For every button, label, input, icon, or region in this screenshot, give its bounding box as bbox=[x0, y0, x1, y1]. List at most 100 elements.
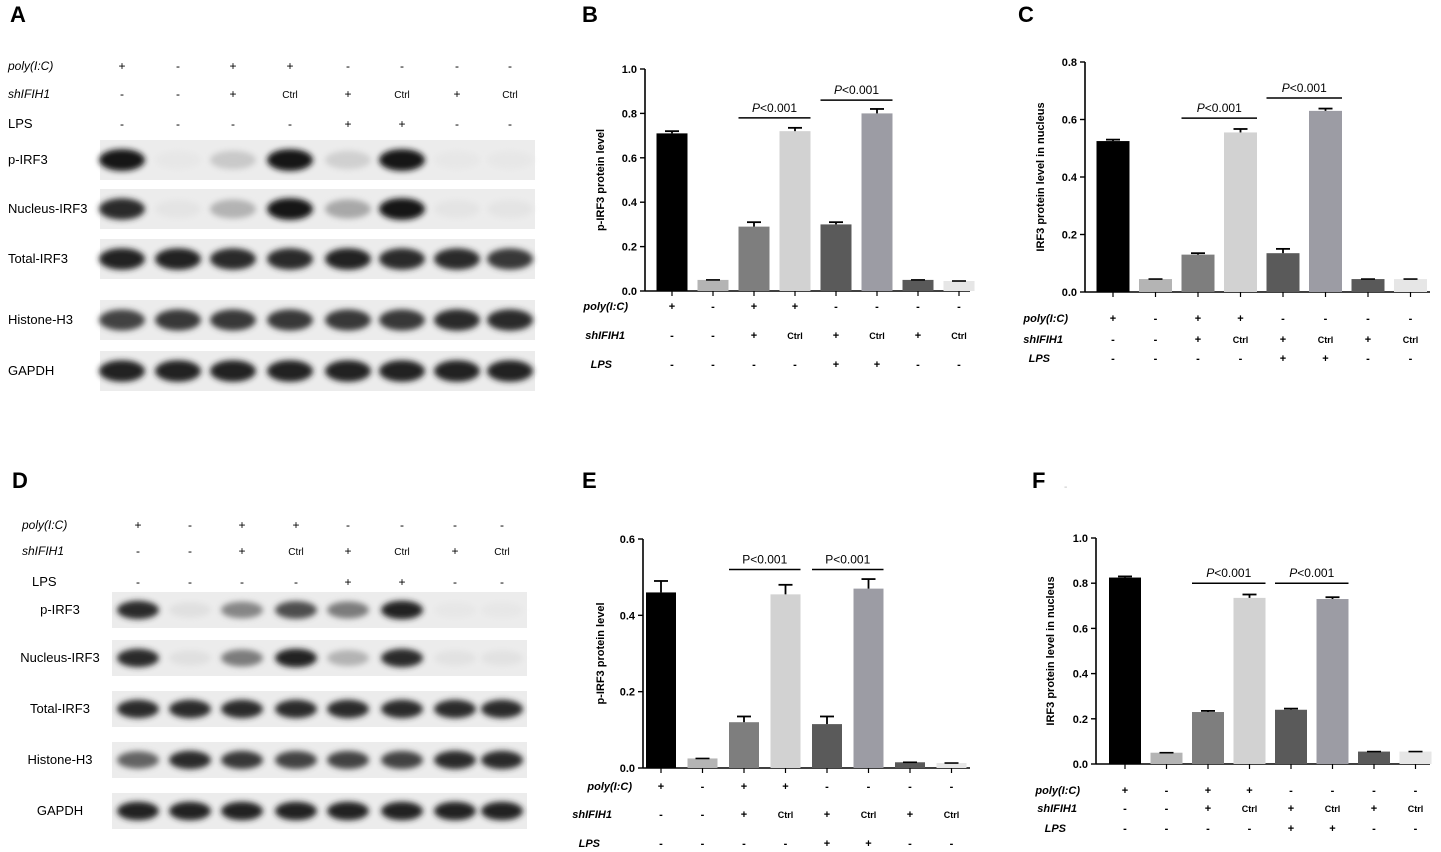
condition-sign: - bbox=[701, 809, 705, 821]
condition-sign: - bbox=[908, 838, 912, 850]
bar bbox=[770, 594, 801, 768]
blot-band bbox=[210, 309, 256, 331]
y-tick-label: 0.4 bbox=[1062, 172, 1078, 184]
blot-band bbox=[434, 248, 480, 270]
condition-sign: - bbox=[916, 301, 920, 313]
condition-sign: - bbox=[1281, 313, 1285, 325]
condition-sign: + bbox=[1110, 313, 1116, 325]
y-tick-label: 0.4 bbox=[620, 610, 636, 622]
blot-band bbox=[487, 150, 533, 170]
bar bbox=[1109, 577, 1141, 764]
condition-sign: Ctrl bbox=[944, 810, 960, 820]
blot-row-label: Histone-H3 bbox=[8, 312, 73, 327]
condition-sign: - bbox=[1196, 353, 1200, 365]
blot-band bbox=[117, 600, 159, 620]
y-tick-label: 0.0 bbox=[620, 763, 635, 775]
y-tick-label: 0.0 bbox=[1062, 287, 1077, 299]
blot-band bbox=[381, 801, 423, 821]
condition-label: LPS bbox=[591, 359, 613, 371]
bar bbox=[646, 592, 676, 768]
blot-condition-label: LPS bbox=[8, 116, 33, 131]
blot-band bbox=[434, 750, 476, 770]
condition-sign: Ctrl bbox=[869, 331, 885, 341]
blot-condition-label: shIFIH1 bbox=[8, 87, 50, 101]
condition-sign: - bbox=[1165, 785, 1169, 797]
condition-sign: + bbox=[751, 301, 757, 313]
p-value-label: P<0.001 bbox=[1289, 566, 1334, 580]
blot-band bbox=[267, 309, 313, 331]
y-tick-label: 0.6 bbox=[1062, 115, 1077, 127]
bar bbox=[820, 224, 852, 291]
bar-chart-c: 0.0 0.2 0.4 0.6 0.8 IRF3 protein level in nuc… bbox=[1022, 57, 1430, 365]
p-value-label: P<0.001 bbox=[1197, 101, 1242, 115]
condition-label: LPS bbox=[1029, 353, 1051, 365]
condition-sign: Ctrl bbox=[951, 331, 967, 341]
blot-band bbox=[327, 699, 369, 719]
blot-band bbox=[210, 360, 256, 382]
blot-condition-sign: Ctrl bbox=[494, 547, 510, 558]
condition-sign: + bbox=[907, 809, 913, 821]
blot-condition-sign: - bbox=[120, 117, 124, 131]
condition-sign: - bbox=[916, 359, 920, 371]
condition-sign: - bbox=[834, 301, 838, 313]
bar-chart-e: 0.0 0.2 0.4 0.6 p-IRF3 protein level P<0.001 P… bbox=[572, 534, 970, 850]
condition-sign: - bbox=[784, 838, 788, 850]
y-tick-label: 0.2 bbox=[1073, 714, 1088, 726]
condition-label: shIFIH1 bbox=[1037, 803, 1077, 815]
blot-band bbox=[481, 801, 523, 821]
condition-label: shIFIH1 bbox=[585, 330, 625, 342]
blot-band bbox=[381, 648, 423, 668]
bar bbox=[779, 131, 811, 291]
blot-condition-sign: - bbox=[500, 575, 504, 589]
bar bbox=[1150, 752, 1183, 764]
condition-sign: - bbox=[1366, 353, 1370, 365]
blot-band bbox=[325, 248, 371, 270]
blot-condition-sign: - bbox=[188, 544, 192, 558]
bar bbox=[895, 762, 925, 768]
condition-sign: + bbox=[1280, 334, 1286, 346]
condition-sign: - bbox=[1331, 785, 1335, 797]
blot-band bbox=[325, 150, 371, 170]
blot-condition-sign: + bbox=[344, 544, 351, 558]
condition-sign: + bbox=[751, 330, 757, 342]
condition-sign: Ctrl bbox=[861, 810, 877, 820]
blot-band bbox=[169, 602, 211, 618]
blot-band bbox=[210, 248, 256, 270]
condition-sign: - bbox=[1111, 334, 1115, 346]
blot-condition-sign: Ctrl bbox=[288, 547, 304, 558]
blot-band bbox=[267, 198, 313, 220]
blot-band bbox=[99, 309, 145, 331]
blot-band bbox=[275, 699, 317, 719]
condition-sign: + bbox=[741, 809, 747, 821]
condition-sign: Ctrl bbox=[1325, 804, 1341, 814]
condition-sign: Ctrl bbox=[778, 810, 794, 820]
blot-condition-sign: - bbox=[176, 117, 180, 131]
condition-sign: + bbox=[1195, 334, 1201, 346]
y-axis-label: p-IRF3 protein level bbox=[595, 129, 607, 231]
blot-band bbox=[99, 248, 145, 270]
condition-label: poly(I:C) bbox=[1034, 785, 1080, 797]
condition-sign: - bbox=[1414, 785, 1418, 797]
y-axis-label: IRF3 protein level in nucleus bbox=[1045, 576, 1057, 725]
y-tick-label: 0.2 bbox=[620, 687, 635, 699]
blot-band bbox=[381, 699, 423, 719]
condition-sign: Ctrl bbox=[1403, 335, 1419, 345]
condition-sign: - bbox=[1123, 803, 1127, 815]
condition-sign: - bbox=[670, 330, 674, 342]
panel-label-c: C bbox=[1018, 2, 1034, 27]
blot-condition-sign: - bbox=[455, 59, 459, 73]
y-tick-label: 0.8 bbox=[1073, 578, 1088, 590]
bar bbox=[853, 588, 884, 768]
y-tick-label: 1.0 bbox=[1073, 533, 1088, 545]
blot-row-label: Nucleus-IRF3 bbox=[20, 650, 99, 665]
panel-label-d: D bbox=[12, 468, 28, 493]
condition-sign: + bbox=[1288, 823, 1294, 835]
blot-condition-sign: - bbox=[453, 575, 457, 589]
blot-condition-sign: - bbox=[120, 87, 124, 101]
condition-label: shIFIH1 bbox=[1023, 334, 1063, 346]
blot-band bbox=[117, 699, 159, 719]
blot-condition-sign: Ctrl bbox=[502, 90, 518, 101]
condition-sign: - bbox=[1414, 823, 1418, 835]
condition-sign: + bbox=[1205, 785, 1211, 797]
blot-condition-sign: + bbox=[286, 59, 293, 73]
